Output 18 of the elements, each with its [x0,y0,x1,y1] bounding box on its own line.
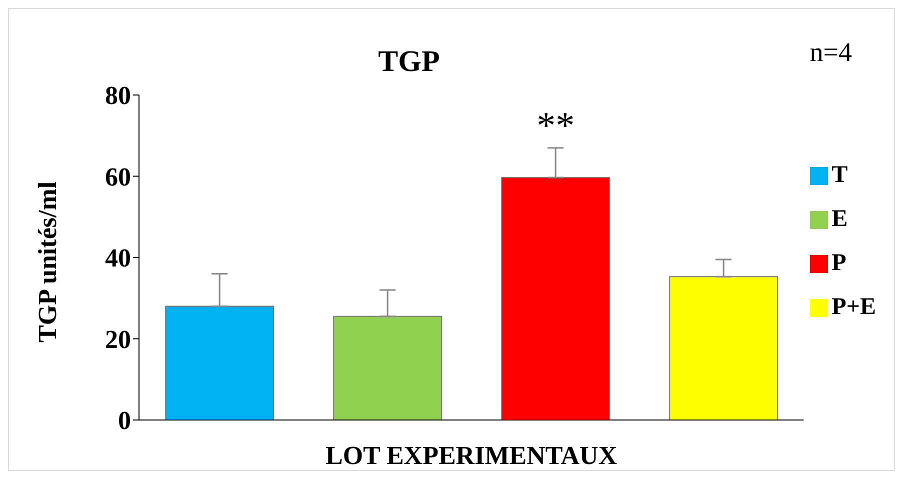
y-tick-label: 40 [105,244,131,273]
text: n=4 [810,37,852,68]
y-tick-label: 20 [105,324,131,354]
bar [333,316,442,420]
annotation: ** [536,104,575,147]
y-axis-title: TGP unités/ml [33,181,62,342]
legend-label: E [832,206,848,232]
x-axis-title: LOT EXPERIMENTAUX [326,441,618,470]
legend-label: T [832,162,848,188]
legend-label: P+E [832,294,876,320]
bar [669,276,778,420]
y-tick-label: 60 [105,162,131,192]
chart-title: TGP [377,45,441,79]
bar [501,176,610,420]
bar [165,306,274,420]
y-tick-label: 80 [105,81,131,110]
legend-label: P [832,250,846,276]
y-tick-label: 0 [118,406,131,436]
